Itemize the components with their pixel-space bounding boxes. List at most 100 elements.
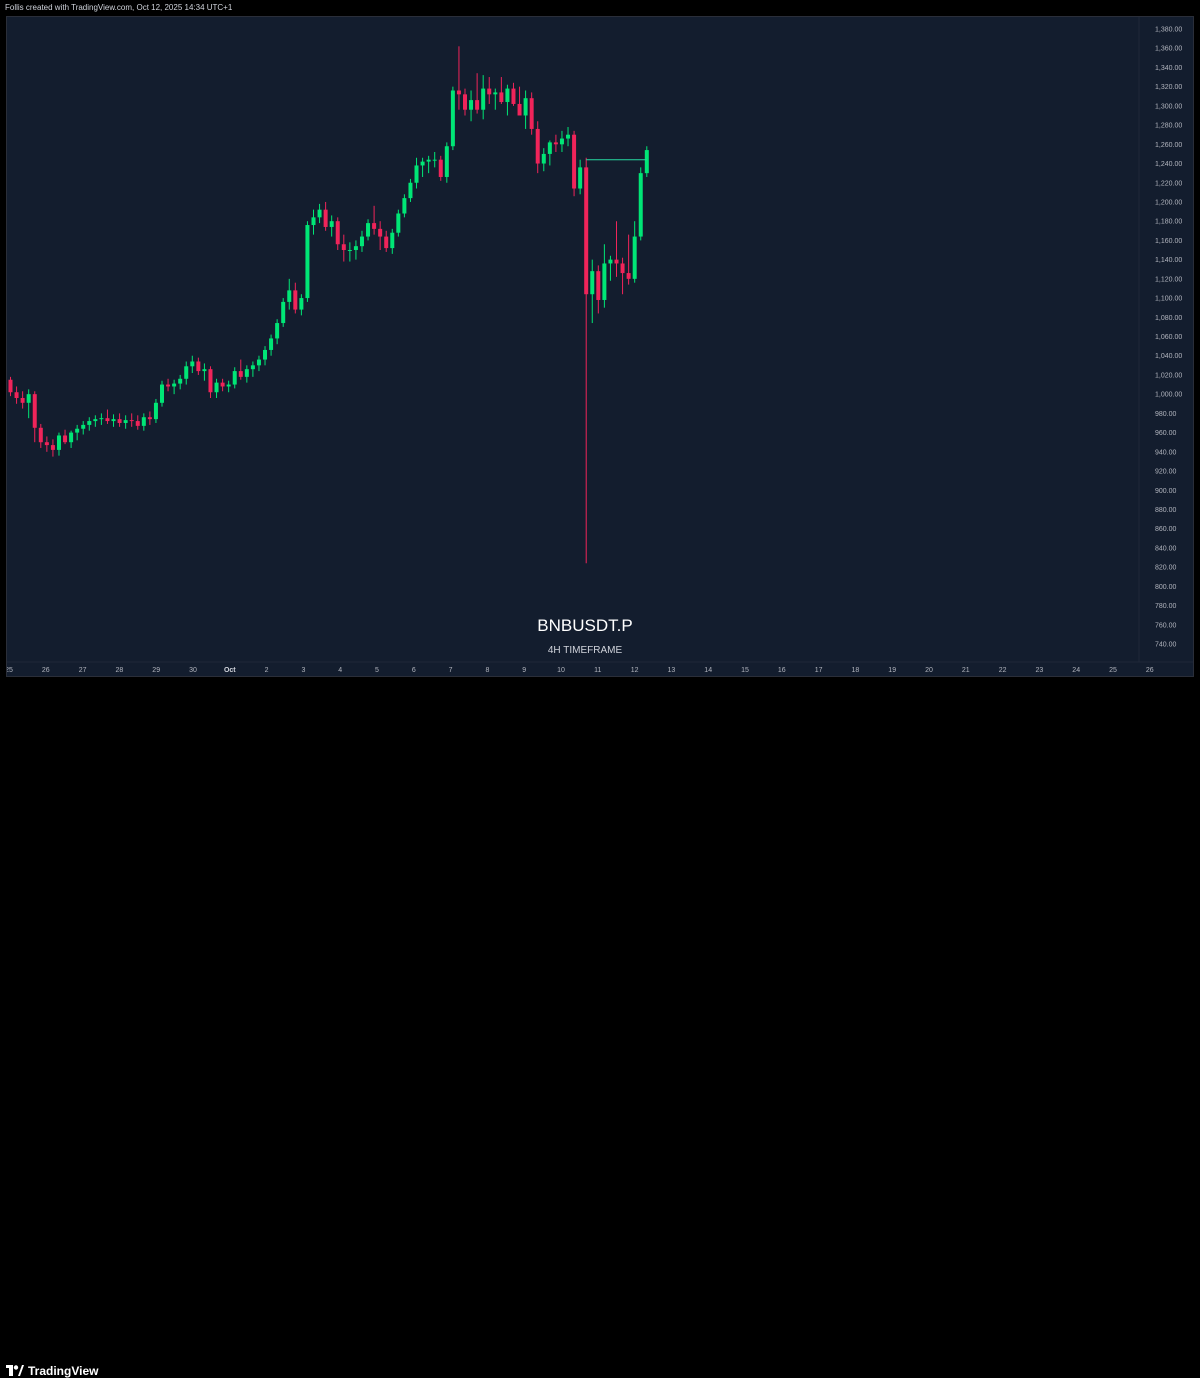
candle <box>166 378 171 392</box>
candle <box>153 398 158 423</box>
candle-body <box>347 250 352 252</box>
time-tick-label: 26 <box>1146 667 1154 674</box>
time-tick-label: 25 <box>7 667 13 674</box>
candle <box>250 361 255 377</box>
candle-body <box>384 236 389 249</box>
candle <box>129 413 134 427</box>
candle-body <box>50 445 55 450</box>
candle <box>559 130 564 152</box>
candle <box>238 359 243 380</box>
candle-body <box>232 371 237 385</box>
tradingview-logo[interactable]: TradingView <box>6 1364 98 1378</box>
candle-body <box>475 100 480 110</box>
time-tick-label: 12 <box>631 667 639 674</box>
candle-body <box>250 365 255 370</box>
price-tick-label: 920.00 <box>1155 469 1177 476</box>
candle <box>299 294 304 316</box>
time-tick-label: 4 <box>338 667 342 674</box>
price-tick-label: 1,160.00 <box>1155 238 1182 245</box>
candle-body <box>438 159 443 177</box>
tradingview-logo-text: TradingView <box>28 1364 99 1378</box>
time-tick-label: 24 <box>1072 667 1080 674</box>
candle-body <box>129 420 134 422</box>
candle <box>541 148 546 172</box>
candle <box>347 242 352 262</box>
candlestick-chart[interactable]: 740.00 760.00 780.00 800.00 820.00 840.00 860.… <box>7 17 1193 676</box>
candle <box>93 415 98 427</box>
candle-body <box>408 182 413 199</box>
candle <box>408 178 413 202</box>
candle-body <box>123 420 128 423</box>
candle <box>178 374 183 390</box>
time-tick-label: Oct <box>224 667 236 674</box>
price-tick-label: 1,120.00 <box>1155 276 1182 283</box>
candle <box>81 421 86 435</box>
candle <box>414 157 419 189</box>
price-tick-label: 1,280.00 <box>1155 123 1182 130</box>
candle-body <box>432 159 437 161</box>
creator-caption: Follis created with TradingView.com, Oct… <box>5 3 233 12</box>
candle-body <box>87 421 92 425</box>
price-tick-label: 1,320.00 <box>1155 84 1182 91</box>
price-tick-label: 1,040.00 <box>1155 353 1182 360</box>
price-tick-label: 1,340.00 <box>1155 65 1182 72</box>
time-tick-label: 29 <box>152 667 160 674</box>
time-tick-label: 14 <box>704 667 712 674</box>
time-axis[interactable]: 25 26 27 28 29 30 Oct 2 3 4 5 6 7 8 9 10 11 12 13 14 15 16 17 1… <box>7 661 1193 674</box>
candle <box>123 415 128 429</box>
candle <box>172 379 177 395</box>
time-tick-label: 3 <box>301 667 305 674</box>
candle-body <box>99 418 104 420</box>
candle <box>208 366 213 398</box>
candle-body <box>559 138 564 145</box>
price-tick-label: 1,100.00 <box>1155 296 1182 303</box>
time-tick-label: 11 <box>594 667 601 674</box>
candle-body <box>141 417 146 426</box>
candle <box>523 90 528 129</box>
candle <box>38 423 43 448</box>
candle <box>20 391 25 409</box>
top-bar: Follis created with TradingView.com, Oct… <box>0 0 1200 16</box>
candle-body <box>244 369 249 377</box>
price-tick-label: 1,200.00 <box>1155 199 1182 206</box>
candle <box>220 378 225 392</box>
candle-body <box>293 290 298 310</box>
candle <box>26 389 31 419</box>
candle-body <box>614 259 619 264</box>
candle <box>317 203 322 224</box>
chart-panel[interactable]: 740.00 760.00 780.00 800.00 820.00 840.00 860.… <box>6 16 1194 677</box>
candle <box>359 230 364 252</box>
candle <box>214 378 219 398</box>
price-tick-label: 1,140.00 <box>1155 257 1182 264</box>
candle-body <box>202 369 207 372</box>
time-tick-label: 10 <box>557 667 565 674</box>
footer: TradingView <box>0 678 1200 1378</box>
candle <box>578 159 583 195</box>
candle-body <box>214 382 219 393</box>
candle-body <box>584 167 589 295</box>
candle-body <box>620 263 625 274</box>
candle-body <box>81 424 86 429</box>
price-tick-label: 900.00 <box>1155 488 1177 495</box>
candle-body <box>153 402 158 420</box>
candle <box>481 75 486 120</box>
candle <box>463 88 467 116</box>
candle-body <box>238 371 243 377</box>
candle <box>341 234 346 262</box>
candle <box>493 88 498 110</box>
candle-body <box>517 103 522 116</box>
price-axis[interactable]: 740.00 760.00 780.00 800.00 820.00 840.00 860.… <box>1138 17 1182 662</box>
candle <box>626 234 631 285</box>
candle-body <box>14 392 19 398</box>
candle-body <box>372 223 377 229</box>
time-tick-label: 19 <box>888 667 896 674</box>
candle-body <box>626 273 631 279</box>
candle-body <box>105 418 110 422</box>
candle <box>553 134 558 152</box>
price-tick-label: 1,020.00 <box>1155 372 1182 379</box>
candle-body <box>390 232 395 249</box>
candle-body <box>8 379 13 393</box>
candle-body <box>135 421 140 426</box>
price-tick-label: 840.00 <box>1155 545 1177 552</box>
candle <box>590 259 595 324</box>
